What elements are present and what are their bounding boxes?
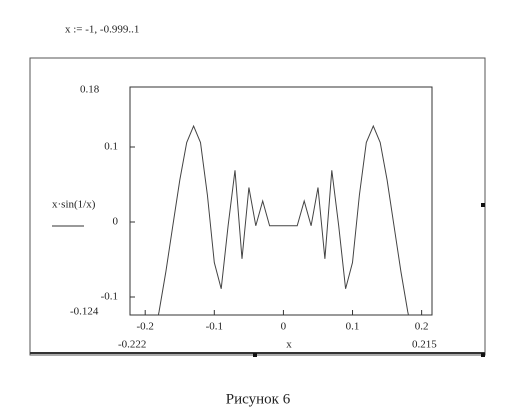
x-limit-label: 0.215 <box>412 339 437 351</box>
x-tick-label: -0.2 <box>136 321 153 333</box>
y-tick-label: 0.1 <box>104 141 118 153</box>
y-tick-label: 0 <box>113 216 119 228</box>
handle <box>253 353 257 357</box>
definition: x := -1, -0.999..1 <box>65 24 139 36</box>
x-limit-label: -0.222 <box>118 339 146 351</box>
x-tick-label: -0.1 <box>206 321 223 333</box>
x-tick-label: 0.2 <box>415 321 429 333</box>
plot-frame <box>129 86 433 316</box>
y-axis-label: x·sin(1/x) <box>52 199 96 211</box>
handle <box>481 353 485 357</box>
y-tick-label: -0.1 <box>101 291 118 303</box>
y-limit-label: 0.18 <box>80 84 100 96</box>
x-tick-label: 0.1 <box>346 321 360 333</box>
caption: Рисунок 6 <box>226 391 291 407</box>
y-limit-label: -0.124 <box>70 306 99 318</box>
x-axis-label: x <box>286 339 292 351</box>
handle <box>481 203 485 207</box>
x-tick-label: 0 <box>281 321 287 333</box>
curve <box>157 124 409 315</box>
